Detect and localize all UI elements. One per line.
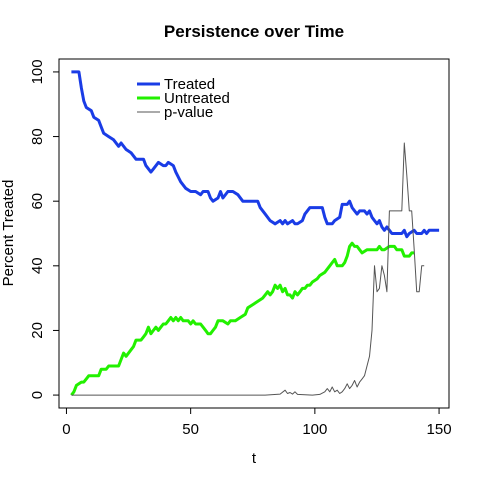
x-axis-label: t [252,450,257,467]
x-tick-label: 150 [427,421,452,438]
x-tick-label: 50 [182,421,199,438]
series-line-treated [71,70,440,239]
y-axis: 0 20 40 60 80 100 [29,59,59,399]
y-tick-label: 0 [29,391,46,399]
y-tick-label: 100 [29,59,46,84]
series-lines [70,70,440,397]
plot-frame [58,58,450,409]
x-tick-label: 0 [62,421,70,438]
series-line-p-value [71,142,425,396]
x-axis: 0 50 100 150 [62,408,452,438]
legend-label: Treated [164,76,215,93]
chart-title: Persistence over Time [164,22,344,41]
series-line-untreated [70,241,415,397]
legend-label: Untreated [164,90,230,107]
y-tick-label: 80 [29,128,46,145]
y-tick-label: 60 [29,193,46,210]
y-tick-label: 40 [29,257,46,274]
y-tick-label: 20 [29,322,46,339]
x-tick-label: 100 [302,421,327,438]
y-axis-label: Percent Treated [0,180,17,287]
legend-label: p-value [164,104,213,121]
